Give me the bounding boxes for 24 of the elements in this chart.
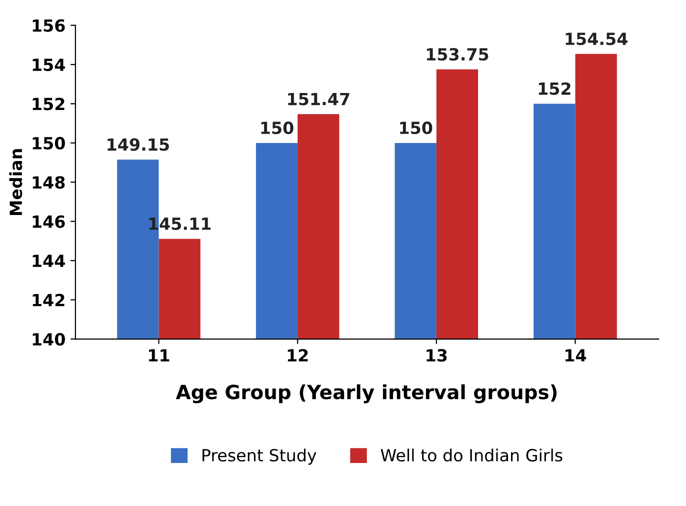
data-label: 150	[400, 122, 432, 134]
x-axis-title: Age Group (Yearly interval groups)	[176, 384, 557, 404]
legend-label: Present Study	[202, 448, 316, 465]
x-tick-label: 11	[149, 349, 170, 362]
y-tick-label: 156	[32, 19, 65, 32]
x-tick-label: 12	[288, 349, 308, 362]
legend-label: Well to do Indian Girls	[380, 448, 562, 462]
y-tick-label: 152	[32, 98, 64, 110]
x-tick-label: 14	[566, 349, 586, 362]
y-axis-title: Median	[9, 149, 22, 215]
y-tick-label: 148	[32, 176, 65, 189]
data-label: 151.47	[288, 92, 350, 106]
y-tick-label: 150	[32, 136, 65, 150]
data-label: 150	[261, 122, 294, 134]
x-tick-label: 13	[426, 349, 447, 362]
y-tick-label: 154	[32, 58, 65, 72]
data-label: 153.75	[426, 48, 488, 61]
y-tick-label: 146	[32, 215, 65, 228]
data-label: 154.54	[566, 32, 628, 46]
data-label: 152	[538, 82, 570, 95]
y-tick-label: 140	[32, 332, 65, 346]
y-tick-label: 144	[32, 254, 65, 267]
y-tick-label: 142	[32, 294, 64, 306]
data-label: 149.15	[108, 138, 169, 151]
